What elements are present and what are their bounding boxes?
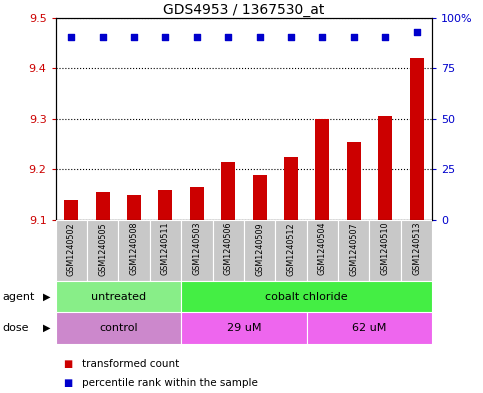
Point	[130, 34, 138, 40]
Bar	[275, 220, 307, 281]
Text: untreated: untreated	[91, 292, 146, 302]
Text: ▶: ▶	[43, 292, 50, 302]
Text: GSM1240504: GSM1240504	[318, 222, 327, 275]
Bar	[244, 220, 275, 281]
Bar	[56, 281, 181, 312]
Text: ▶: ▶	[43, 323, 50, 333]
Text: GSM1240511: GSM1240511	[161, 222, 170, 275]
Text: 62 uM: 62 uM	[352, 323, 387, 333]
Bar	[56, 220, 87, 281]
Bar	[378, 116, 392, 220]
Bar	[347, 141, 361, 220]
Text: GSM1240512: GSM1240512	[286, 222, 296, 275]
Point	[350, 34, 357, 40]
Text: ■: ■	[63, 358, 72, 369]
Point	[319, 34, 327, 40]
Text: percentile rank within the sample: percentile rank within the sample	[82, 378, 258, 388]
Text: transformed count: transformed count	[82, 358, 179, 369]
Bar	[96, 192, 110, 220]
Bar	[150, 220, 181, 281]
Point	[382, 34, 389, 40]
Bar	[221, 162, 235, 220]
Bar	[315, 119, 329, 220]
Text: GSM1240510: GSM1240510	[381, 222, 390, 275]
Bar	[87, 220, 118, 281]
Point	[287, 34, 295, 40]
Text: GSM1240505: GSM1240505	[98, 222, 107, 275]
Text: control: control	[99, 323, 138, 333]
Text: GSM1240507: GSM1240507	[349, 222, 358, 275]
Bar	[253, 174, 267, 220]
Text: GSM1240502: GSM1240502	[67, 222, 76, 275]
Text: GSM1240503: GSM1240503	[192, 222, 201, 275]
Point	[161, 34, 170, 40]
Bar	[369, 220, 401, 281]
Text: ■: ■	[63, 378, 72, 388]
Bar	[181, 312, 307, 344]
Point	[68, 34, 75, 40]
Bar	[158, 190, 172, 220]
Point	[412, 29, 420, 35]
Point	[99, 34, 107, 40]
Text: GSM1240506: GSM1240506	[224, 222, 233, 275]
Bar	[56, 312, 181, 344]
Bar	[64, 200, 78, 220]
Point	[256, 34, 264, 40]
Bar	[213, 220, 244, 281]
Text: GSM1240509: GSM1240509	[255, 222, 264, 275]
Bar	[307, 312, 432, 344]
Text: GSM1240508: GSM1240508	[129, 222, 139, 275]
Bar	[284, 157, 298, 220]
Bar	[127, 195, 141, 220]
Bar	[190, 187, 204, 220]
Bar	[118, 220, 150, 281]
Point	[193, 34, 201, 40]
Text: GSM1240513: GSM1240513	[412, 222, 421, 275]
Title: GDS4953 / 1367530_at: GDS4953 / 1367530_at	[163, 3, 325, 17]
Bar	[410, 58, 424, 220]
Point	[224, 34, 232, 40]
Text: cobalt chloride: cobalt chloride	[265, 292, 348, 302]
Text: dose: dose	[2, 323, 29, 333]
Bar	[307, 220, 338, 281]
Text: agent: agent	[2, 292, 35, 302]
Bar	[338, 220, 369, 281]
Bar	[181, 281, 432, 312]
Bar	[401, 220, 432, 281]
Bar	[181, 220, 213, 281]
Text: 29 uM: 29 uM	[227, 323, 261, 333]
